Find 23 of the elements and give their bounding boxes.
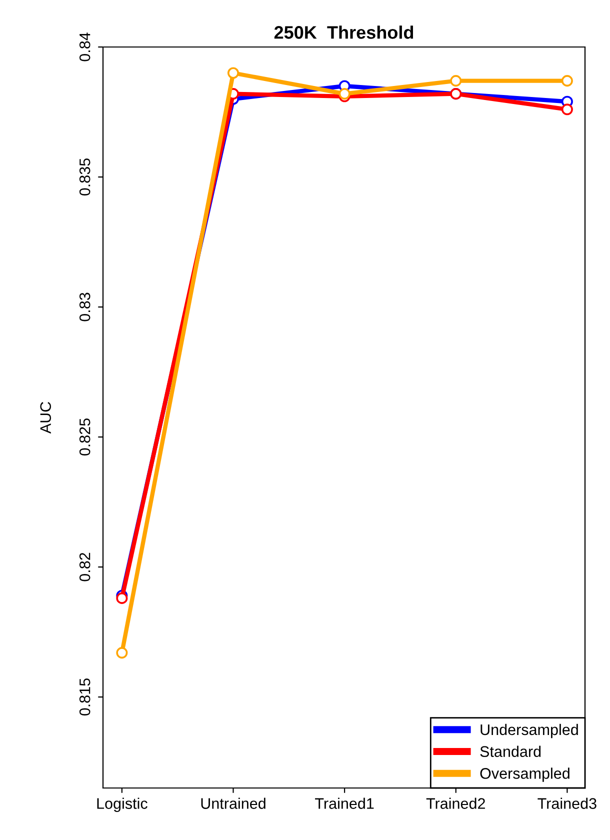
point [338, 88, 350, 100]
x-tick-label: Trained1 [315, 798, 374, 809]
y-tick-label: 0.83 [79, 292, 90, 322]
x-tick-label: Trained3 [538, 798, 596, 809]
chart-title: 250K Threshold [274, 26, 414, 39]
point [116, 647, 128, 659]
y-tick-label: 0.835 [79, 158, 90, 196]
y-tick-label: 0.815 [79, 678, 90, 716]
y-tick-label: 0.84 [79, 32, 90, 62]
legend-label: Undersampled [480, 724, 578, 738]
point [116, 592, 128, 604]
legend-label: Oversampled [480, 768, 570, 782]
x-tick-label: Trained2 [426, 798, 485, 809]
x-tick-label: Untrained [201, 798, 266, 809]
legend-label: Standard [480, 746, 541, 757]
y-axis-title: AUC [40, 402, 52, 434]
x-tick-label: Logistic [97, 798, 148, 812]
point [561, 75, 573, 87]
y-tick-label: 0.825 [79, 418, 90, 456]
point [450, 75, 462, 87]
y-tick-label: 0.82 [79, 552, 90, 582]
point [561, 104, 573, 116]
point [227, 67, 240, 79]
